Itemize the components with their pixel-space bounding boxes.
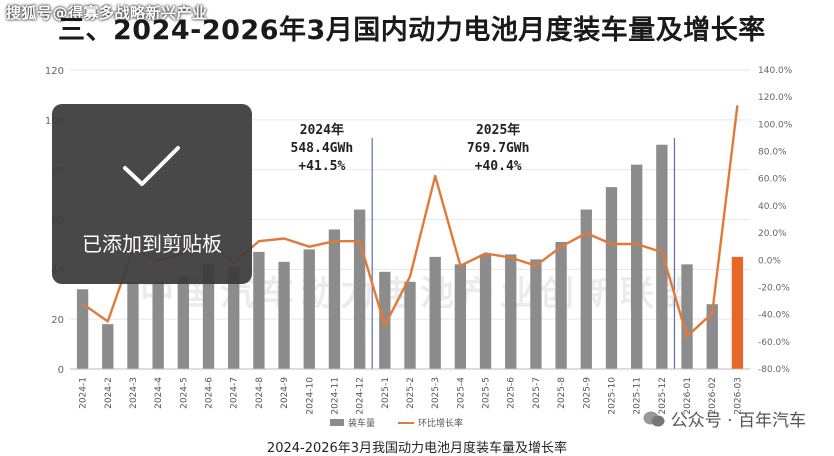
x-tick-label: 2025-6 xyxy=(507,377,517,409)
annotation-line: +40.4% xyxy=(475,159,522,174)
x-tick-label: 2025-10 xyxy=(607,377,617,415)
chart-title: 三、2024-2026年3月国内动力电池月度装车量及增长率 xyxy=(58,15,766,46)
legend-label-bar: 装车量 xyxy=(348,417,375,429)
y-right-tick-label: 140.0% xyxy=(758,66,793,76)
bar-2024-12 xyxy=(353,209,366,369)
x-tick-label: 2025-8 xyxy=(557,377,567,409)
x-tick-label: 2024-9 xyxy=(280,377,290,409)
check-icon xyxy=(123,146,180,186)
x-tick-label: 2026-03 xyxy=(733,377,743,415)
bar-2025-10 xyxy=(605,187,618,369)
y-right-tick-label: 40.0% xyxy=(758,202,787,212)
x-tick-label: 2026-02 xyxy=(708,377,718,415)
bar-2025-12 xyxy=(656,144,668,369)
bar-2024-10 xyxy=(303,249,315,369)
x-tick-label: 2025-2 xyxy=(406,377,416,409)
bar-2026-01 xyxy=(681,264,693,369)
x-tick-label: 2024-11 xyxy=(330,377,340,415)
y-right-tick-label: 120.0% xyxy=(758,93,793,103)
bar-2025-4 xyxy=(454,264,467,369)
x-tick-label: 2024-5 xyxy=(179,377,189,409)
bar-2024-8 xyxy=(253,251,265,369)
toast-message: 已添加到剪贴板 xyxy=(82,232,222,256)
x-tick-label: 2024-4 xyxy=(154,377,164,409)
x-tick-label: 2024-8 xyxy=(255,377,265,409)
x-tick-label: 2024-3 xyxy=(129,377,139,409)
bar-2025-7 xyxy=(530,259,542,369)
x-tick-label: 2025-11 xyxy=(633,377,643,415)
bar-2025-1 xyxy=(379,271,391,369)
bar-2024-4 xyxy=(152,281,164,369)
clipboard-toast: 已添加到剪贴板 xyxy=(52,104,252,284)
annotation-line: +41.5% xyxy=(298,159,345,174)
y-right-tick-label: 60.0% xyxy=(758,175,787,185)
x-tick-label: 2026-01 xyxy=(683,377,693,415)
y-right-tick-label: -40.0% xyxy=(758,311,790,321)
bar-2024-1 xyxy=(76,289,89,369)
x-tick-label: 2025-7 xyxy=(532,377,542,409)
x-tick-label: 2025-9 xyxy=(582,377,592,409)
y-left-tick-label: 0 xyxy=(58,365,64,376)
annotation-line: 769.7GWh xyxy=(467,141,530,156)
bar-2024-5 xyxy=(177,276,189,369)
annotation-line: 548.4GWh xyxy=(291,141,354,156)
x-tick-label: 2024-2 xyxy=(104,377,114,409)
bar-2025-3 xyxy=(429,256,441,369)
watermark-bottom: 公众号 · 百年汽车 xyxy=(643,406,806,431)
watermark-bottom-text: 公众号 · 百年汽车 xyxy=(670,411,806,431)
chart-caption: 2024-2026年3月我国动力电池月度装车量及增长率 xyxy=(266,441,568,456)
legend-swatch-bar xyxy=(330,419,344,426)
bar-2024-9 xyxy=(278,261,290,369)
bar-2024-6 xyxy=(202,264,215,369)
y-right-tick-label: 100.0% xyxy=(758,120,793,130)
x-tick-label: 2024-10 xyxy=(305,377,315,415)
x-tick-label: 2025-1 xyxy=(381,377,391,409)
bar-2025-6 xyxy=(505,254,517,369)
wechat-icon xyxy=(643,411,665,426)
bar-2024-2 xyxy=(102,324,114,369)
bar-2025-5 xyxy=(479,254,492,369)
x-tick-label: 2024-1 xyxy=(79,377,89,409)
x-tick-label: 2024-6 xyxy=(205,377,215,409)
y-left-tick-label: 20 xyxy=(51,315,64,326)
watermark-top: 搜狐号@得寡多战略新兴产业 xyxy=(6,4,208,22)
y-right-tick-label: -60.0% xyxy=(758,338,790,348)
x-tick-label: 2024-7 xyxy=(230,377,240,409)
bar-2024-7 xyxy=(228,266,240,369)
bar-2025-11 xyxy=(631,164,643,369)
annotation-line: 2024年 xyxy=(300,122,344,138)
bar-2025-2 xyxy=(404,281,416,369)
bar-2026-03 xyxy=(731,256,744,369)
legend-label-line: 环比增长率 xyxy=(418,417,463,429)
annotation-line: 2025年 xyxy=(476,122,520,138)
y-right-tick-label: 80.0% xyxy=(758,148,787,158)
y-left-tick-label: 120 xyxy=(45,66,64,77)
y-right-tick-label: -20.0% xyxy=(758,283,790,293)
x-tick-label: 2025-3 xyxy=(431,377,441,409)
bar-2025-9 xyxy=(580,209,592,369)
x-tick-label: 2024-12 xyxy=(356,377,366,415)
y-right-tick-label: 20.0% xyxy=(758,229,787,239)
bar-2024-3 xyxy=(127,281,139,369)
bar-2026-02 xyxy=(706,304,718,369)
y-right-tick-label: -80.0% xyxy=(758,365,790,375)
x-tick-label: 2025-4 xyxy=(456,377,466,409)
bar-2024-11 xyxy=(328,229,341,369)
x-tick-label: 2025-12 xyxy=(658,377,668,415)
y-right-tick-label: 0.0% xyxy=(758,256,781,266)
bar-2025-8 xyxy=(555,241,567,369)
x-tick-label: 2025-5 xyxy=(482,377,492,409)
